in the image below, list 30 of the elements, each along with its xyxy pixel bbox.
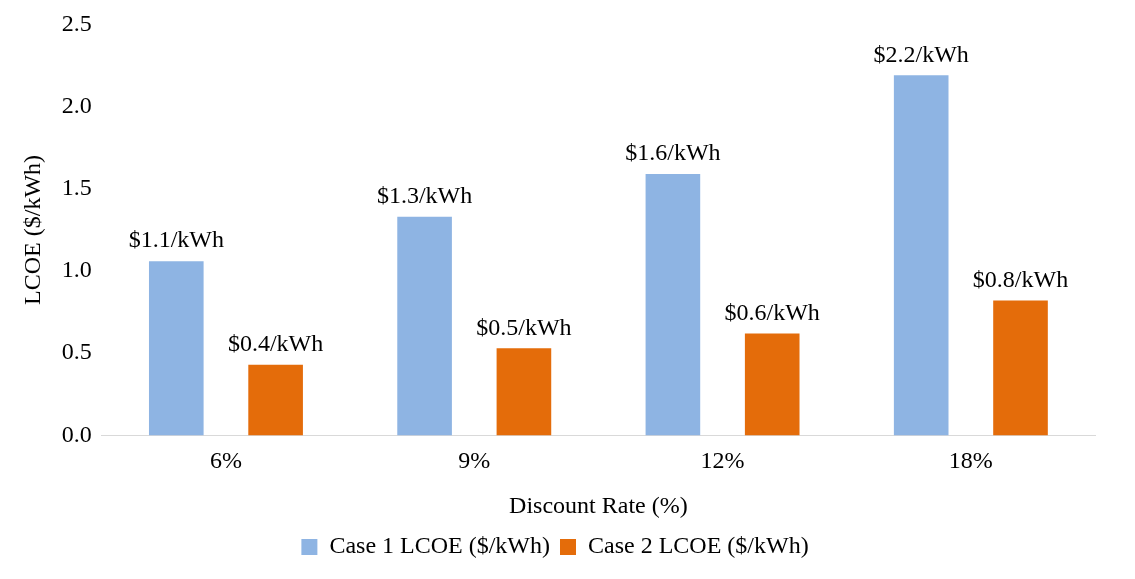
- y-axis-title: LCOE ($/kWh): [18, 154, 45, 305]
- legend-label: Case 1 LCOE ($/kWh): [329, 532, 551, 559]
- data-label: $0.8/kWh: [972, 265, 1069, 292]
- y-tick-label: 0.5: [61, 338, 92, 365]
- bar: [397, 216, 452, 436]
- x-tick-label: 9%: [458, 447, 491, 474]
- y-tick-label: 1.5: [61, 174, 92, 201]
- bar: [744, 333, 800, 436]
- data-label: $1.1/kWh: [128, 226, 224, 253]
- x-tick-label: 12%: [700, 447, 745, 474]
- y-tick-label: 2.0: [61, 91, 92, 118]
- data-label: $0.5/kWh: [476, 313, 572, 340]
- bar: [148, 261, 204, 436]
- y-tick-label: 0.0: [61, 420, 92, 447]
- x-tick-label: 18%: [948, 447, 993, 474]
- y-tick-label: 1.0: [61, 256, 92, 283]
- bar: [248, 364, 303, 436]
- data-label: $1.6/kWh: [625, 139, 721, 166]
- bar: [993, 300, 1048, 436]
- data-label: $2.2/kWh: [873, 40, 969, 67]
- x-tick-label: 6%: [209, 447, 242, 474]
- bar: [496, 348, 552, 436]
- x-axis-title: Discount Rate (%): [509, 491, 688, 518]
- data-label: $0.6/kWh: [724, 298, 820, 325]
- bar: [645, 174, 701, 436]
- y-tick-label: 2.5: [61, 9, 92, 36]
- bar: [893, 75, 949, 436]
- data-label: $0.4/kWh: [227, 330, 324, 356]
- data-label: $1.3/kWh: [376, 182, 473, 209]
- legend-label: Case 2 LCOE ($/kWh): [588, 532, 809, 559]
